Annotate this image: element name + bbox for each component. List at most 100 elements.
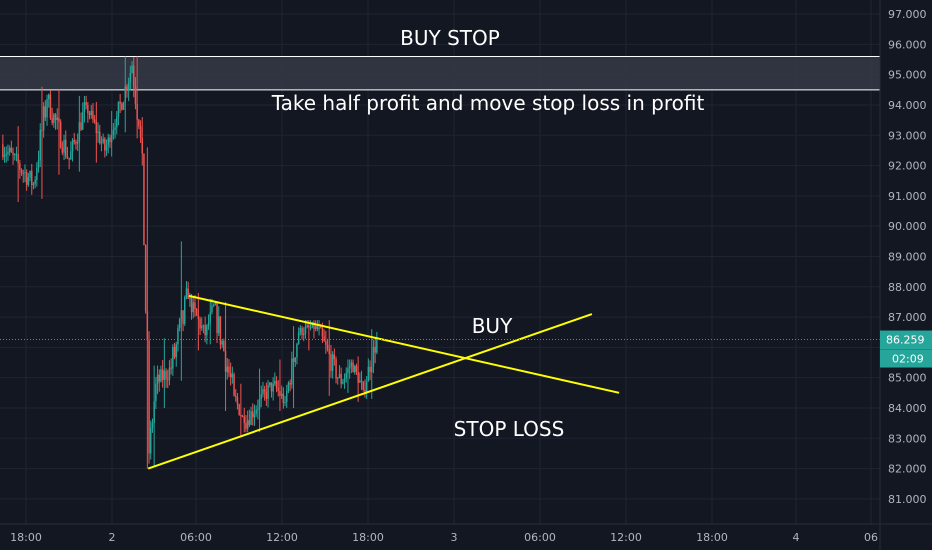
candle: [167, 369, 169, 389]
candle: [87, 101, 89, 123]
candle-body: [76, 141, 79, 144]
candle-body: [121, 103, 123, 110]
candle-body: [308, 325, 310, 328]
candle-body: [318, 327, 320, 330]
candle: [131, 61, 133, 74]
candle: [228, 359, 230, 377]
candle-body: [70, 151, 72, 160]
candle-body: [180, 310, 183, 320]
candle-body: [10, 148, 13, 153]
candle: [80, 112, 82, 132]
candle: [66, 146, 69, 160]
candle: [34, 176, 36, 189]
candle-body: [297, 332, 300, 344]
candle: [248, 409, 251, 428]
candle: [65, 130, 67, 159]
candle-body: [223, 341, 225, 351]
candle-body: [160, 369, 162, 382]
candle: [105, 139, 108, 156]
candle-body: [224, 350, 227, 372]
candle-body: [54, 114, 57, 121]
candle-body: [246, 420, 249, 429]
y-tick-label: 97.000: [888, 8, 927, 21]
candle-body: [41, 129, 43, 131]
candle-body: [161, 369, 164, 381]
candle-body: [136, 103, 138, 120]
candle: [150, 420, 152, 460]
candle: [155, 377, 157, 410]
candle: [304, 320, 307, 339]
candle-body: [167, 379, 169, 381]
candle-body: [253, 413, 256, 418]
candle-body: [66, 156, 69, 158]
candle-body: [27, 177, 30, 185]
y-tick-label: 92.000: [888, 160, 927, 173]
candle-body: [53, 114, 55, 123]
candle-body: [78, 122, 81, 142]
candle-body: [316, 326, 319, 330]
candle-body: [63, 139, 65, 153]
candle: [161, 360, 164, 388]
candle: [121, 102, 123, 111]
candle: [197, 292, 200, 351]
candle-body: [109, 137, 111, 143]
candle-body: [328, 349, 330, 355]
candle: [151, 418, 154, 433]
candle-body: [275, 381, 278, 389]
candle: [172, 344, 174, 376]
candle-body: [289, 382, 291, 385]
candle-body: [104, 138, 106, 151]
candle: [17, 126, 19, 202]
candle: [260, 385, 262, 408]
candle-body: [107, 137, 109, 146]
candle-body: [359, 380, 361, 383]
candle: [367, 358, 370, 382]
candle-body: [364, 389, 366, 393]
candle-body: [12, 152, 14, 155]
candle: [294, 356, 296, 367]
candle: [297, 327, 300, 345]
candle: [136, 56, 138, 139]
candle-body: [216, 301, 218, 334]
candle-body: [92, 110, 94, 120]
candle-body: [163, 370, 166, 381]
candle: [250, 406, 252, 426]
candle-body: [175, 344, 177, 358]
candle: [252, 403, 254, 426]
candle-body: [233, 374, 235, 396]
candle-body: [331, 354, 334, 371]
candle: [41, 86, 43, 199]
candle: [148, 331, 150, 464]
y-tick-label: 83.000: [888, 432, 927, 445]
candle: [160, 365, 162, 383]
candle-body: [110, 135, 113, 143]
candle-body: [90, 110, 92, 115]
candle: [3, 146, 6, 163]
candle: [369, 360, 371, 381]
candle-body: [342, 382, 344, 384]
candle: [63, 134, 65, 161]
candle: [224, 301, 227, 412]
candle: [19, 159, 21, 179]
candle: [29, 170, 31, 182]
candle: [365, 376, 368, 399]
candle: [218, 306, 220, 336]
candle: [359, 372, 361, 383]
candle-body: [306, 325, 308, 328]
candle: [126, 84, 128, 98]
candle-body: [255, 410, 257, 414]
candle-body: [301, 328, 303, 336]
candle: [258, 368, 261, 433]
x-tick-label: 06:00: [180, 531, 212, 544]
y-tick-label: 85.000: [888, 372, 927, 385]
candle-body: [262, 389, 264, 395]
candle-body: [265, 391, 268, 400]
candle-body: [238, 404, 240, 415]
trendline-1: [188, 294, 620, 394]
candle-body: [15, 154, 18, 156]
candle: [39, 123, 41, 168]
candle: [143, 153, 145, 246]
candle-body: [184, 297, 186, 324]
candle: [337, 376, 339, 385]
candle: [270, 382, 273, 398]
